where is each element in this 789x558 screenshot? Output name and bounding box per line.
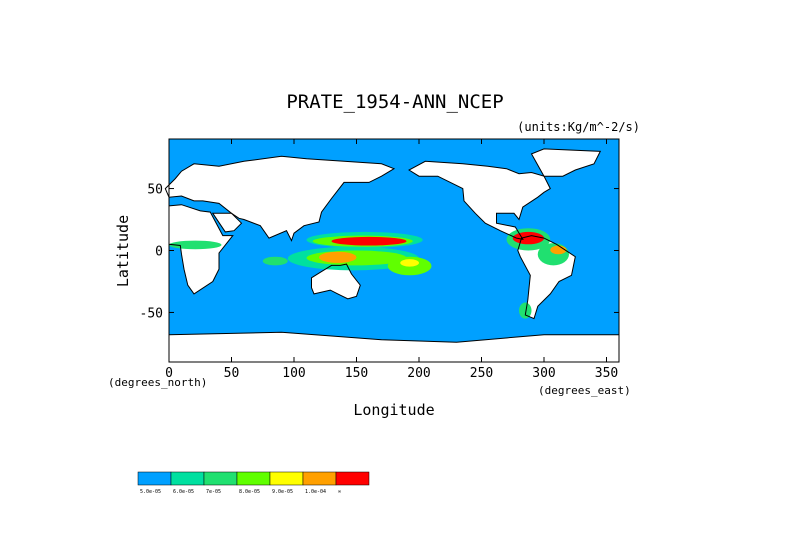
- coastline-north-america: [407, 160, 551, 241]
- y-tick-label: 50: [147, 183, 163, 198]
- units-label: (units:Kg/m^-2/s): [517, 120, 640, 134]
- precip-region-13: [169, 240, 222, 250]
- chart-title: PRATE_1954-ANN_NCEP: [286, 91, 503, 113]
- colorbar-label: 8.0e-05: [239, 489, 260, 495]
- x-unit-note: (degrees_east): [538, 384, 631, 397]
- y-axis-label: Latitude: [114, 215, 132, 287]
- precip-fields: [169, 228, 569, 319]
- coastline-australia: [311, 263, 361, 300]
- x-tick-label: 150: [345, 366, 368, 381]
- land-antarctica: [169, 332, 619, 362]
- land-greenland: [531, 148, 601, 177]
- colorbar-swatch: [170, 471, 205, 486]
- precip-region-14: [262, 256, 288, 266]
- colorbar: 5.0e-05 6.0e-05 7e-05 8.0e-05 9.0e-05 1.0e-04…: [137, 471, 370, 495]
- colorbar-swatch: [203, 471, 238, 486]
- precip-region-11: [537, 243, 569, 266]
- colorbar-swatch: [137, 471, 172, 486]
- x-tick-label: 250: [470, 366, 493, 381]
- y-axis-ticks: 50 0 -50: [140, 183, 619, 321]
- land-australia: [311, 264, 361, 299]
- land-masses: [165, 148, 619, 362]
- x-axis-ticks: 0 50 100 150 200 250 300 350: [165, 139, 618, 381]
- colorbar-label: 5.0e-05: [140, 489, 161, 495]
- colorbar-label: 6.0e-05: [173, 489, 194, 495]
- x-tick-label: 350: [595, 366, 618, 381]
- land-north-america: [409, 161, 551, 240]
- coastline-south-america: [517, 235, 576, 320]
- colorbar-swatch: [335, 471, 370, 486]
- x-axis-label: Longitude: [353, 401, 434, 419]
- colorbar-label: ∞: [338, 489, 341, 495]
- x-tick-label: 50: [224, 366, 240, 381]
- precip-region-15: [519, 302, 532, 319]
- land-arabia: [212, 213, 242, 232]
- precip-region-3: [331, 236, 407, 246]
- colorbar-swatch: [269, 471, 304, 486]
- land-eurasia: [165, 156, 394, 241]
- y-tick-label: -50: [140, 306, 163, 321]
- colorbar-swatch: [236, 471, 271, 486]
- y-tick-label: 0: [155, 245, 163, 260]
- x-tick-label: 300: [532, 366, 555, 381]
- colorbar-label: 9.0e-05: [272, 489, 293, 495]
- y-unit-note: (degrees_north): [108, 376, 207, 389]
- coastline-arabia: [211, 212, 243, 233]
- coastline-greenland: [530, 148, 602, 177]
- x-tick-label: 0: [165, 366, 173, 381]
- precip-region-6: [319, 251, 357, 263]
- x-tick-label: 100: [282, 366, 305, 381]
- x-tick-label: 200: [407, 366, 430, 381]
- precip-region-8: [400, 259, 419, 267]
- colorbar-label: 7e-05: [206, 489, 221, 495]
- colorbar-swatch: [302, 471, 337, 486]
- colorbar-label: 1.0e-04: [305, 489, 326, 495]
- plot-area: [164, 138, 620, 363]
- coastline-africa: [168, 204, 234, 295]
